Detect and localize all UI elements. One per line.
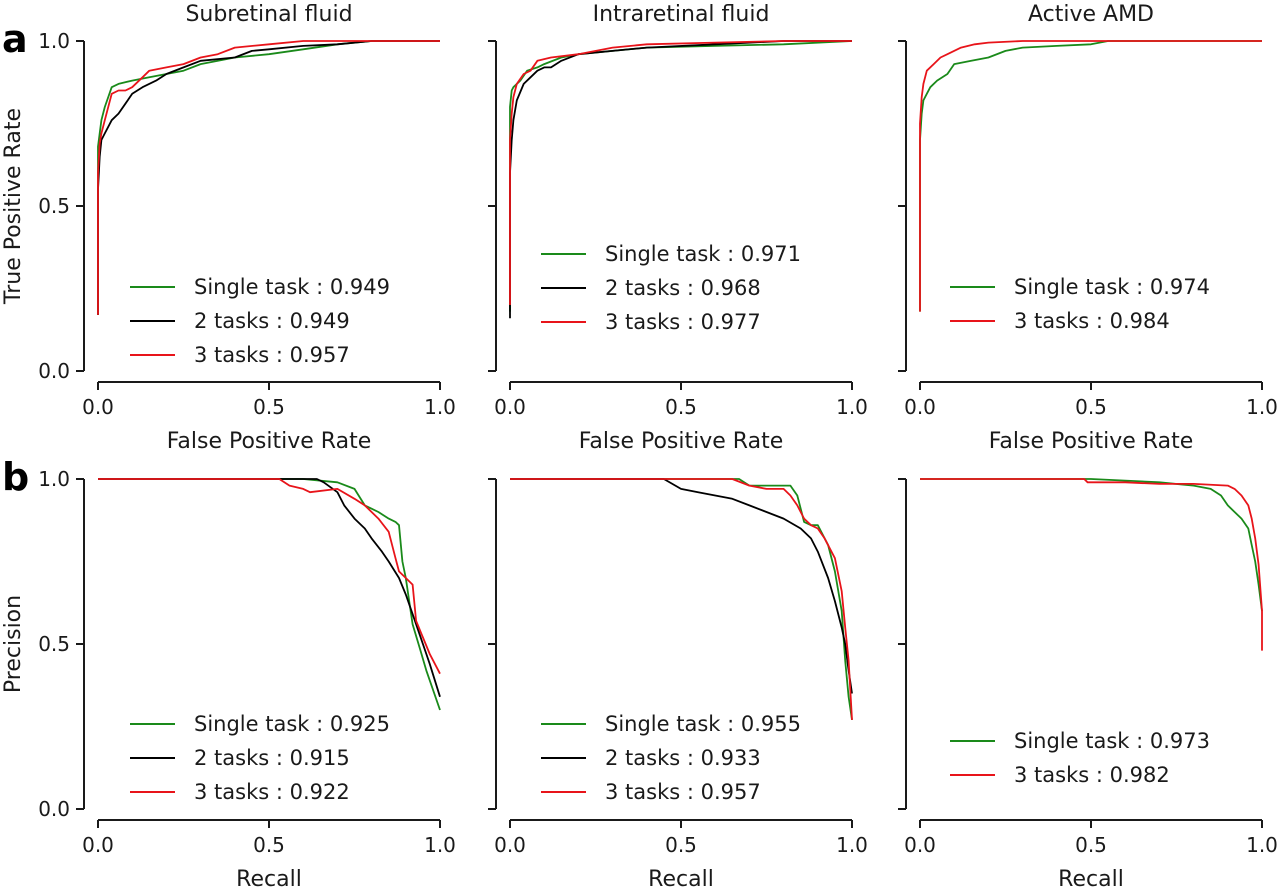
panel-letter-a: a	[2, 17, 28, 61]
x-tick-label: 0.5	[665, 833, 697, 857]
series-line-green	[98, 478, 441, 711]
x-axis-label: False Positive Rate	[167, 429, 371, 454]
x-tick-label: 0.5	[665, 395, 697, 419]
series-line-black	[98, 478, 441, 698]
panel-0-0: 0.0 0.5 1.0 0.0 0.5 1.0 Subretinal fluid False …	[1, 2, 456, 454]
series-line-black	[509, 40, 852, 319]
x-axis-label: False Positive Rate	[579, 429, 783, 454]
x-tick-label: 1.0	[836, 833, 868, 857]
series-line-red	[920, 478, 1263, 651]
panel-1-1: 0.0 0.5 1.0 Recall Single task : 0.955 2 task…	[488, 478, 868, 890]
x-tick-label: 0.0	[82, 833, 114, 857]
legend-entry: Single task : 0.973	[1014, 729, 1210, 753]
panel-0-1: 0.0 0.5 1.0 Intraretinal fluid False Positiv…	[488, 2, 868, 454]
y-axis-label: Precision	[1, 595, 26, 693]
legend-entry: 3 tasks : 0.957	[605, 780, 761, 804]
legend-entry: Single task : 0.949	[194, 275, 390, 299]
x-tick-label: 1.0	[424, 395, 456, 419]
x-tick-label: 0.5	[1075, 833, 1107, 857]
y-tick-label: 1.0	[38, 29, 70, 53]
series-line-red	[510, 478, 853, 720]
panel-title: Subretinal fluid	[185, 2, 352, 27]
series-line-green	[919, 40, 1262, 312]
legend-entry: Single task : 0.955	[605, 712, 801, 736]
x-tick-label: 0.0	[494, 395, 526, 419]
series-line-red	[919, 40, 1262, 312]
x-tick-label: 0.5	[253, 833, 285, 857]
legend-entry: Single task : 0.971	[605, 242, 801, 266]
legend-entry: 3 tasks : 0.982	[1014, 763, 1170, 787]
x-tick-label: 0.0	[494, 833, 526, 857]
panel-letter-b: b	[2, 455, 29, 499]
x-axis-label: Recall	[1058, 867, 1124, 890]
legend-entry: Single task : 0.925	[194, 712, 390, 736]
y-tick-label: 0.0	[38, 797, 70, 821]
series-line-red	[97, 40, 440, 315]
legend-entry: 2 tasks : 0.915	[194, 746, 350, 770]
panel-1-2: 0.0 0.5 1.0 Recall Single task : 0.973 3 task…	[898, 478, 1278, 890]
x-tick-label: 1.0	[1246, 395, 1278, 419]
legend-entry: 3 tasks : 0.922	[194, 780, 350, 804]
legend-entry: 3 tasks : 0.977	[605, 310, 761, 334]
series-line-black	[510, 478, 853, 694]
series-line-green	[97, 40, 440, 315]
y-axis-label: True Positive Rate	[1, 108, 26, 305]
x-tick-label: 0.5	[1075, 395, 1107, 419]
panel-title: Intraretinal fluid	[593, 2, 770, 27]
panel-0-2: 0.0 0.5 1.0 Active AMD False Positive Rate Si…	[898, 2, 1278, 454]
x-tick-label: 0.5	[253, 395, 285, 419]
y-tick-label: 0.5	[38, 632, 70, 656]
x-tick-label: 0.0	[82, 395, 114, 419]
series-line-red	[98, 478, 441, 675]
series-line-green	[509, 40, 853, 312]
x-tick-label: 1.0	[1246, 833, 1278, 857]
series-line-black	[97, 40, 440, 315]
x-tick-label: 1.0	[424, 833, 456, 857]
series-line-red	[509, 40, 852, 305]
x-axis-label: Recall	[236, 867, 302, 890]
panel-1-0: 0.0 0.5 1.0 0.0 0.5 1.0 Recall Precision Single …	[1, 467, 456, 890]
x-axis-label: False Positive Rate	[989, 429, 1193, 454]
legend-entry: 2 tasks : 0.968	[605, 276, 761, 300]
legend-entry: 2 tasks : 0.949	[194, 309, 350, 333]
y-tick-label: 1.0	[38, 467, 70, 491]
legend-entry: Single task : 0.974	[1014, 275, 1210, 299]
x-tick-label: 1.0	[836, 395, 868, 419]
x-tick-label: 0.0	[904, 395, 936, 419]
legend-entry: 3 tasks : 0.984	[1014, 309, 1170, 333]
legend-entry: 3 tasks : 0.957	[194, 343, 350, 367]
legend-entry: 2 tasks : 0.933	[605, 746, 761, 770]
y-tick-label: 0.5	[38, 194, 70, 218]
series-line-green	[510, 478, 853, 721]
y-tick-label: 0.0	[38, 359, 70, 383]
panel-title: Active AMD	[1028, 2, 1154, 27]
x-tick-label: 0.0	[904, 833, 936, 857]
x-axis-label: Recall	[648, 867, 714, 890]
series-line-green	[920, 478, 1263, 612]
